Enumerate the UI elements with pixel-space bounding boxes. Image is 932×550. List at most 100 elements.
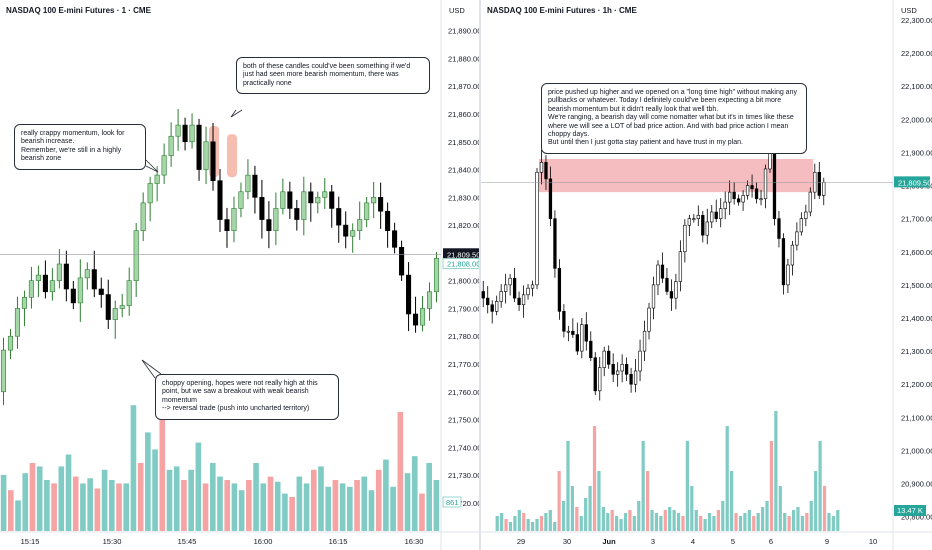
y-tick-label: 21,740.00	[448, 443, 480, 452]
volume-bar	[734, 513, 738, 531]
volume-bar	[818, 441, 822, 531]
annotation-choppy-opening[interactable]: choppy opening, hopes were not really hi…	[155, 374, 339, 420]
volume-bar	[296, 476, 303, 531]
volume-bar	[566, 441, 570, 531]
candle-body	[736, 198, 741, 203]
volume-bar	[94, 488, 101, 531]
candle-body	[433, 258, 440, 293]
volume-bar	[650, 510, 654, 531]
volume-bar	[579, 516, 583, 531]
candle-body	[399, 247, 405, 276]
y-tick-label: 21,750.00	[448, 416, 480, 425]
candle-body	[357, 219, 363, 231]
volume-bar	[544, 513, 548, 531]
x-tick-label: 30	[563, 537, 571, 546]
y-tick-label: 21,800.00	[448, 277, 480, 286]
volume-bar	[615, 516, 619, 531]
annotation-crappy-momentum[interactable]: really crappy momentum, look for bearish…	[14, 124, 146, 170]
candle-body	[217, 180, 223, 220]
volume-bar	[836, 510, 840, 531]
volume-bar	[526, 519, 530, 531]
volume-bar	[703, 519, 707, 531]
volume-bar	[116, 483, 122, 531]
candle-body	[0, 349, 7, 393]
annotation-ranging[interactable]: price pushed up higher and we opened on …	[541, 83, 807, 154]
candlestick-chart-1m[interactable]: 21,720.00 21,730.00 21,740.00 21,750.00 21,7…	[0, 0, 480, 550]
chart-panel-1h[interactable]: 20,800.00 20,900.00 21,000.00 21,100.00 21,2…	[481, 0, 932, 550]
x-tick-label: 10	[869, 537, 877, 546]
candle-body	[105, 294, 111, 320]
candlestick-chart-1h[interactable]: 20,800.00 20,900.00 21,000.00 21,100.00 21,2…	[481, 0, 932, 550]
candle-body	[350, 230, 356, 237]
volume-bar	[504, 519, 508, 531]
volume-bar	[101, 469, 108, 531]
volume-bar	[743, 513, 747, 531]
volume-bar	[623, 513, 628, 531]
currency-label: USD	[901, 6, 917, 15]
candle-body	[280, 191, 286, 209]
volume-bar	[725, 426, 729, 531]
candle-body	[781, 238, 786, 286]
volume-bar	[173, 466, 180, 531]
volume-bar	[663, 510, 667, 531]
candle-body	[420, 308, 426, 326]
candle-body	[548, 178, 553, 219]
y-tick-label: 21,730.00	[448, 471, 480, 480]
chart-panel-1m[interactable]: 21,720.00 21,730.00 21,740.00 21,750.00 21,7…	[0, 0, 480, 550]
volume-bar	[628, 510, 632, 531]
candle-body	[231, 208, 237, 231]
chart-title-1m: NASDAQ 100 E-mini Futures · 1 · CME	[6, 6, 151, 15]
volume-bar	[690, 486, 694, 531]
candle-body	[154, 174, 160, 184]
volume-bar	[217, 476, 223, 531]
volume-bar	[548, 510, 552, 531]
candle-body	[294, 208, 300, 220]
x-tick-label: 15:45	[178, 537, 197, 546]
candle-body	[763, 168, 768, 200]
candle-body	[530, 284, 535, 289]
y-tick-label: 22,300.00	[901, 16, 932, 25]
y-tick-label: 21,700.00	[901, 215, 932, 224]
candle-body	[426, 291, 433, 309]
panel-divider[interactable]	[479, 0, 481, 550]
y-tick-label: 21,770.00	[448, 360, 480, 369]
volume-bar	[419, 493, 425, 531]
y-tick-label: 21,300.00	[901, 347, 932, 356]
candle-body	[584, 324, 588, 342]
candle-body	[406, 274, 412, 315]
volume-bar	[522, 513, 526, 531]
last-price-label: 21,809.50	[447, 250, 480, 259]
candle-body	[371, 197, 377, 204]
candle-body	[98, 288, 104, 295]
volume-bar	[282, 493, 288, 531]
x-tick-label: 6	[769, 537, 773, 546]
volume-bar	[202, 483, 209, 531]
candle-body	[629, 373, 633, 385]
volume-bar	[181, 480, 187, 531]
candle-body	[56, 263, 62, 281]
volume-bar	[500, 513, 504, 531]
volume-bar	[426, 463, 432, 531]
y-tick-label: 22,100.00	[901, 82, 932, 91]
x-tick-label: 15:15	[21, 537, 40, 546]
volume-bar	[712, 516, 716, 531]
candle-body	[745, 185, 750, 196]
volume-bar	[51, 483, 57, 531]
currency-label: USD	[449, 6, 465, 15]
volume-bar	[361, 476, 368, 531]
annotation-no-momentum[interactable]: both of these candles could've been some…	[236, 57, 430, 95]
candle-body	[602, 350, 606, 368]
y-tick-label: 21,900.00	[901, 148, 932, 157]
volume-bar	[123, 483, 130, 531]
candle-body	[91, 269, 97, 290]
candle-body	[566, 330, 571, 333]
volume-bar	[592, 426, 597, 531]
candle-body	[723, 201, 727, 210]
candle-body	[503, 284, 508, 292]
volume-bar	[8, 490, 14, 531]
candle-body	[273, 208, 279, 231]
volume-bar	[787, 516, 791, 531]
candle-body	[63, 263, 69, 290]
volume-bar	[561, 501, 566, 531]
candle-body	[539, 162, 544, 173]
